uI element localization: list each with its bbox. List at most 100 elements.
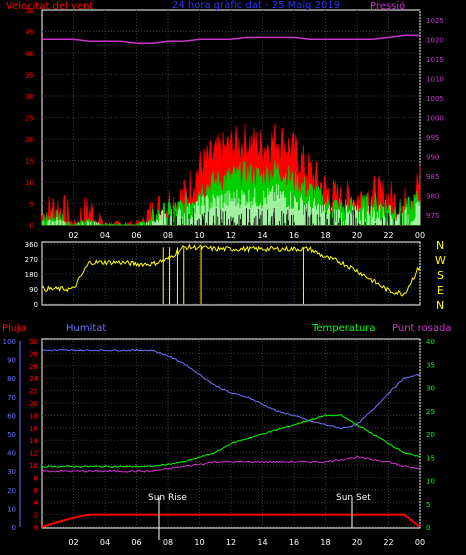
dewpoint-label: Punt rosada [392, 323, 451, 334]
temperature-tick-label: 5 [426, 501, 430, 509]
direction-tick-label: 270 [25, 256, 38, 264]
humidity-x-tick: 20 [352, 538, 362, 547]
compass-e: E [437, 284, 444, 297]
wind-x-tick: 22 [383, 231, 393, 240]
humidity-x-tick: 18 [320, 538, 330, 547]
wind-tick-label: 25 [25, 115, 34, 123]
wind-x-tick: 04 [100, 231, 110, 240]
wind-x-tick: 18 [320, 231, 330, 240]
humidity-tick-label: 40 [7, 450, 16, 458]
humidity-tick-label: 70 [7, 394, 16, 402]
pressure-tick-label: 985 [426, 173, 439, 181]
pressure-tick-label: 980 [426, 193, 439, 201]
pressure-series [42, 34, 420, 44]
wind-x-tick: 02 [68, 231, 78, 240]
temperature-tick-label: 0 [426, 524, 430, 532]
humidity-tick-label: 60 [7, 412, 16, 420]
direction-tick-label: 180 [25, 271, 38, 279]
pressure-tick-label: 1015 [426, 56, 444, 64]
wind-x-tick: 08 [163, 231, 173, 240]
pressure-tick-label: 1005 [426, 95, 444, 103]
wind-tick-label: 50 [25, 7, 34, 15]
wind-x-tick: 20 [352, 231, 362, 240]
pressure-tick-label: 995 [426, 134, 439, 142]
humidity-tick-label: 90 [7, 357, 16, 365]
rain-tick-label: 4 [34, 499, 39, 507]
humidity-x-tick: 08 [163, 538, 173, 547]
direction-grid [42, 243, 421, 305]
humidity-temp-panel [41, 338, 421, 529]
temperature-tick-label: 25 [426, 408, 435, 416]
humidity-tick-label: 50 [7, 431, 16, 439]
rain-tick-label: 28 [29, 350, 38, 358]
humidity-x-tick: 04 [100, 538, 110, 547]
humidity-tick-label: 30 [7, 468, 16, 476]
dewpoint-series [41, 455, 421, 473]
temperature-tick-label: 15 [426, 454, 435, 462]
pressure-tick-label: 975 [426, 212, 439, 220]
humidity-tick-label: 20 [7, 487, 16, 495]
humidity-x-tick: 10 [194, 538, 204, 547]
rain-tick-label: 2 [34, 512, 38, 520]
wind-tick-label: 0 [30, 222, 34, 230]
rain-tick-label: 16 [29, 425, 38, 433]
tick-labels: 0510152025303540455097598098599099510001… [3, 7, 444, 547]
humidity-x-tick: 16 [289, 538, 299, 547]
compass-s: S [437, 269, 444, 282]
humidity-x-tick: 02 [68, 538, 78, 547]
pressure-tick-label: 1010 [426, 75, 444, 83]
pressure-tick-label: 990 [426, 154, 439, 162]
rain-tick-label: 30 [29, 338, 38, 346]
wind-tick-label: 5 [30, 201, 34, 209]
sun-set-label: Sun Set [336, 493, 371, 503]
pressure-tick-label: 1020 [426, 36, 444, 44]
temperature-tick-label: 20 [426, 431, 435, 439]
humidity-x-tick: 22 [383, 538, 393, 547]
wind-tick-label: 10 [25, 179, 34, 187]
rain-tick-label: 14 [29, 437, 38, 445]
wind-tick-label: 35 [25, 72, 34, 80]
temperature-tick-label: 30 [426, 385, 435, 393]
rain-tick-label: 6 [34, 487, 39, 495]
wind-tick-label: 15 [25, 158, 34, 166]
rain-tick-label: 8 [34, 474, 38, 482]
rain-tick-label: 22 [29, 388, 38, 396]
compass-w: W [435, 254, 446, 267]
direction-series [41, 243, 421, 297]
temperature-tick-label: 10 [426, 478, 435, 486]
compass-n-bottom: N [436, 299, 444, 312]
humidity-x-tick: 06 [131, 538, 141, 547]
pressure-tick-label: 1000 [426, 115, 444, 123]
direction-tick-label: 360 [25, 241, 38, 249]
rain-tick-label: 0 [34, 524, 38, 532]
rain-tick-label: 24 [29, 375, 38, 383]
humidity-grid [19, 340, 421, 528]
humidity-tick-label: 10 [7, 505, 16, 513]
rain-tick-label: 18 [29, 412, 38, 420]
wind-tick-label: 40 [25, 50, 34, 58]
rain-label: Pluja [2, 323, 26, 334]
humidity-x-tick: 12 [226, 538, 236, 547]
wind-x-tick: 16 [289, 231, 299, 240]
wind-avg-series [41, 160, 421, 226]
temperature-series [41, 414, 421, 468]
pressure-title: Pressió [370, 0, 405, 12]
humidity-tick-label: 80 [7, 375, 16, 383]
humidity-x-tick: 00 [415, 538, 425, 547]
wind-x-tick: 12 [226, 231, 236, 240]
wind-tick-label: 20 [25, 136, 34, 144]
rain-tick-label: 10 [29, 462, 38, 470]
humidity-tick-label: 100 [3, 338, 16, 346]
wind-tick-label: 45 [25, 29, 34, 37]
rain-tick-label: 20 [29, 400, 38, 408]
wind-x-tick: 06 [131, 231, 141, 240]
wind-x-tick: 14 [257, 231, 267, 240]
temperature-tick-label: 40 [426, 338, 435, 346]
rain-series [41, 513, 421, 528]
wind-x-tick: 10 [194, 231, 204, 240]
direction-tick-label: 90 [29, 286, 38, 294]
wind-series [41, 34, 421, 226]
temperature-label: Temperatura [311, 323, 376, 334]
humidity-tick-label: 0 [12, 524, 16, 532]
